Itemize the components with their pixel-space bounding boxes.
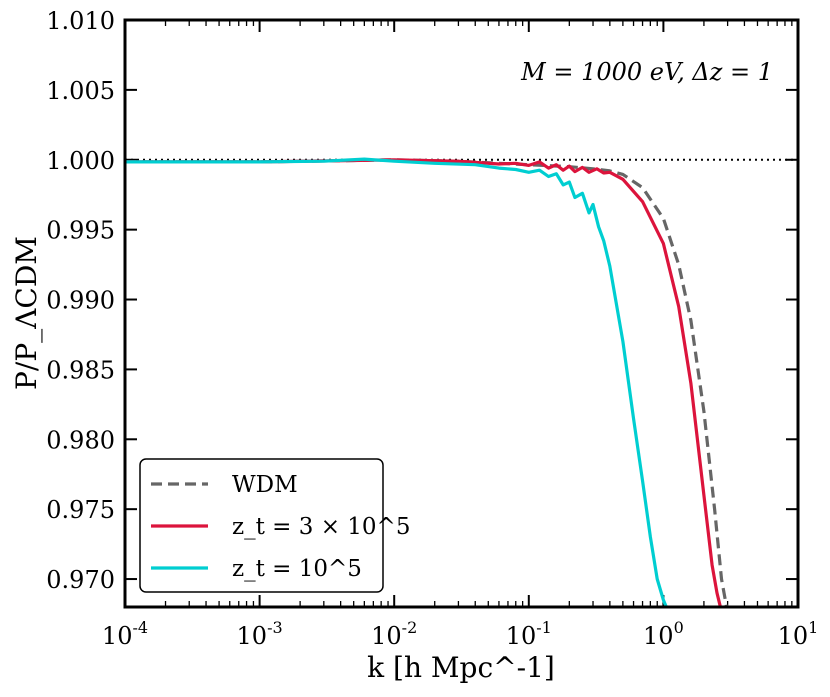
x-tick-label: 10-1 — [506, 618, 552, 650]
x-tick-exponent: -1 — [536, 618, 552, 637]
x-tick-base: 10 — [643, 622, 674, 650]
zt-3e5-series-line — [125, 158, 722, 607]
x-tick-base: 10 — [371, 622, 402, 650]
chart-annotation: M = 1000 eV, Δz = 1 — [520, 58, 773, 86]
x-tick-exponent: -4 — [132, 618, 148, 637]
x-tick-label: 10-3 — [237, 618, 283, 650]
y-tick-label: 1.000 — [46, 147, 115, 175]
y-tick-label: 1.010 — [46, 7, 115, 35]
y-axis-label: P/P_ΛCDM — [10, 236, 43, 390]
x-tick-exponent: 0 — [674, 618, 684, 637]
y-tick-label: 0.985 — [46, 356, 115, 384]
y-tick-label: 0.975 — [46, 496, 115, 524]
legend-box — [139, 458, 384, 593]
x-tick-exponent: -3 — [267, 618, 283, 637]
x-tick-exponent: 1 — [808, 618, 818, 637]
legend-label: WDM — [232, 472, 298, 498]
legend: WDM z_t = 3 × 10^5 z_t = 10^5 — [139, 458, 410, 593]
x-tick-base: 10 — [506, 622, 537, 650]
x-tick-label: 10-4 — [102, 618, 148, 650]
y-tick-label: 1.005 — [46, 77, 115, 105]
zt-1e5-series-line — [125, 157, 668, 607]
legend-label: z_t = 3 × 10^5 — [232, 514, 410, 540]
x-tick-label: 10-2 — [371, 618, 417, 650]
y-tick-label: 0.970 — [46, 566, 115, 594]
y-tick-label: 0.995 — [46, 217, 115, 245]
x-tick-base: 10 — [778, 622, 809, 650]
legend-label: z_t = 10^5 — [232, 556, 362, 582]
x-tick-label: 101 — [778, 618, 819, 650]
y-tick-label: 0.980 — [46, 426, 115, 454]
x-axis-label: k [h Mpc^-1] — [367, 651, 555, 684]
y-tick-label: 0.990 — [46, 287, 115, 315]
x-tick-base: 10 — [237, 622, 268, 650]
x-tick-base: 10 — [102, 622, 133, 650]
x-tick-exponent: -2 — [402, 618, 418, 637]
plot-frame — [123, 18, 800, 609]
x-tick-label: 100 — [643, 618, 684, 650]
